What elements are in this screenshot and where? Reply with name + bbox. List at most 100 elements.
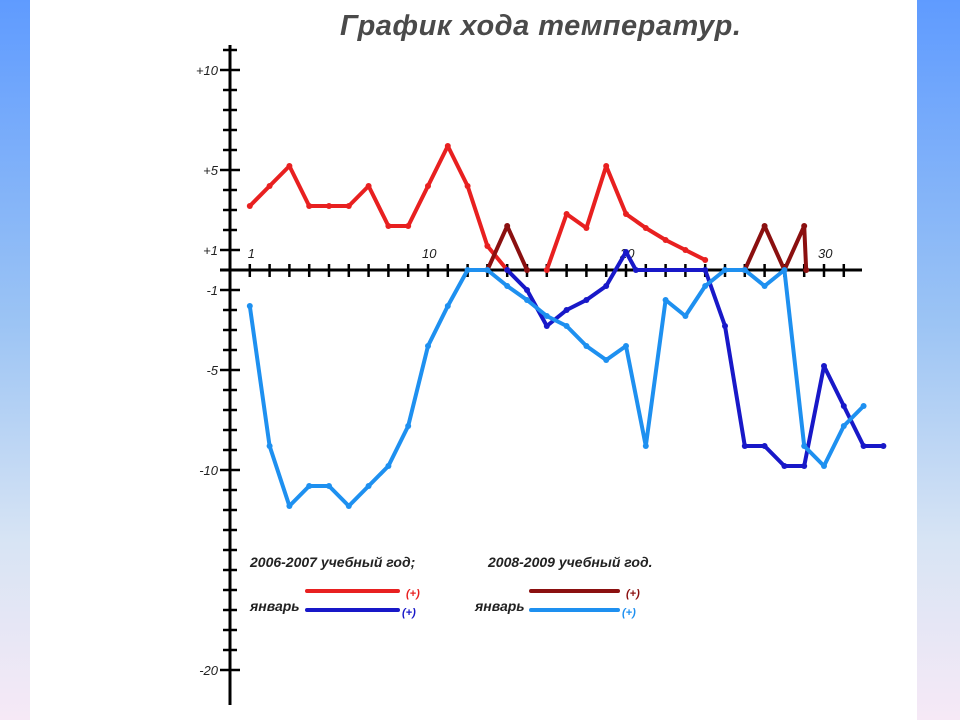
data-point-s0607_neg <box>702 267 709 273</box>
data-point-s0809_neg <box>345 503 352 509</box>
data-point-s0607_pos <box>444 143 451 149</box>
data-point-s0607_pos_b <box>563 211 570 217</box>
data-point-s0809_neg <box>365 483 372 489</box>
series-line-s0809_pos_b <box>742 224 809 272</box>
data-point-s0809_neg <box>405 423 412 429</box>
y-tick-label: -5 <box>206 363 218 378</box>
y-tick-label: -10 <box>199 463 219 478</box>
data-point-s0607_pos <box>266 183 273 189</box>
data-point-s0607_neg <box>840 403 847 409</box>
data-point-s0809_neg <box>583 343 590 349</box>
data-point-s0809_neg <box>662 297 669 303</box>
legend-sign: (+) <box>402 607 416 619</box>
y-tick-label: -20 <box>199 663 219 678</box>
data-point-s0607_neg <box>603 283 610 289</box>
data-point-s0809_neg <box>761 283 768 289</box>
data-point-s0607_pos_b <box>662 237 669 243</box>
legend-label-january: январь <box>249 598 300 614</box>
data-point-s0607_pos_b <box>682 247 689 253</box>
data-point-s0607_neg <box>504 267 511 273</box>
data-point-s0809_neg <box>801 443 808 449</box>
data-point-s0809_neg <box>563 323 570 329</box>
data-point-s0809_neg <box>682 313 689 319</box>
data-point-s0809_neg <box>603 357 610 363</box>
data-point-s0809_neg <box>286 503 293 509</box>
data-point-s0607_neg <box>632 267 639 273</box>
data-point-s0607_pos <box>306 203 313 209</box>
data-point-s0809_neg <box>543 313 550 319</box>
data-point-s0809_neg <box>781 267 788 273</box>
data-point-s0809_neg <box>306 483 313 489</box>
data-point-s0809_neg <box>425 343 431 349</box>
series-lines <box>246 143 887 509</box>
legend: 2006-2007 учебный год; январь (+) (+) 2008-2… <box>249 554 653 619</box>
series-line-s0809_neg <box>247 268 866 508</box>
legend-sign: (+) <box>622 607 636 619</box>
legend-sign: (+) <box>406 588 420 600</box>
y-tick-label: +1 <box>203 243 218 258</box>
data-point-s0607_pos <box>286 163 293 169</box>
series-line-s0607_pos <box>247 144 510 272</box>
series-line-s0607_neg <box>505 250 886 468</box>
data-point-s0607_neg <box>543 323 550 329</box>
data-point-s0607_pos_b <box>583 225 590 231</box>
data-point-s0607_pos <box>365 183 372 189</box>
data-point-s0809_neg <box>524 297 530 303</box>
data-point-s0809_neg <box>444 303 451 309</box>
data-point-s0809_neg <box>266 443 273 449</box>
data-point-s0607_neg <box>623 249 629 255</box>
data-point-s0809_neg <box>860 403 867 409</box>
data-point-s0809_neg <box>840 423 847 429</box>
data-point-s0809_neg <box>741 267 748 273</box>
data-point-s0607_pos_b <box>642 225 649 231</box>
data-point-s0607_pos_b <box>543 267 550 273</box>
data-point-s0607_pos <box>345 203 352 209</box>
data-point-s0809_neg <box>623 343 629 349</box>
y-tick-label: -1 <box>206 283 218 298</box>
data-point-s0809_pos_a <box>504 223 511 229</box>
data-point-s0809_neg <box>326 483 332 489</box>
data-point-s0809_pos_b <box>801 223 808 229</box>
data-point-s0809_neg <box>642 443 649 449</box>
legend-heading: 2006-2007 учебный год; <box>249 554 415 570</box>
legend-label-january: январь <box>474 598 525 614</box>
y-tick-label: +5 <box>203 163 219 178</box>
data-point-s0607_pos <box>326 203 332 209</box>
data-point-s0809_neg <box>504 283 511 289</box>
data-point-s0809_neg <box>821 463 827 469</box>
chart-title: График хода температур. <box>340 10 742 42</box>
series-line-s0809_pos_a <box>485 224 529 272</box>
data-point-s0607_neg <box>563 307 570 313</box>
data-point-s0607_pos <box>246 203 253 209</box>
slide-panel <box>30 0 917 720</box>
data-point-s0607_neg <box>880 443 887 449</box>
data-point-s0809_neg <box>246 303 253 309</box>
data-point-s0607_neg <box>801 463 808 469</box>
data-point-s0607_pos_b <box>702 257 709 263</box>
legend-heading: 2008-2009 учебный год. <box>487 554 653 570</box>
data-point-s0607_neg <box>524 287 530 293</box>
data-point-s0607_neg <box>781 463 788 469</box>
data-point-s0607_pos <box>464 183 471 189</box>
data-point-s0607_neg <box>722 323 728 329</box>
data-point-s0809_neg <box>385 463 392 469</box>
data-point-s0607_pos <box>425 183 431 189</box>
data-point-s0809_pos_a <box>524 267 530 273</box>
data-point-s0809_neg <box>722 267 728 273</box>
data-point-s0809_neg <box>464 267 471 273</box>
data-point-s0607_neg <box>761 443 768 449</box>
data-point-s0607_pos_b <box>623 211 629 217</box>
data-point-s0607_neg <box>860 443 867 449</box>
data-point-s0607_pos_b <box>603 163 610 169</box>
data-point-s0809_pos_b <box>761 223 768 229</box>
data-point-s0607_pos <box>405 223 412 229</box>
y-tick-label: +10 <box>196 63 219 78</box>
data-point-s0607_neg <box>821 363 827 369</box>
x-tick-label: 10 <box>422 246 437 261</box>
data-point-s0809_pos_b <box>803 267 810 273</box>
data-point-s0809_neg <box>484 267 491 273</box>
x-tick-label: 30 <box>818 246 833 261</box>
data-point-s0607_pos <box>484 243 491 249</box>
data-point-s0607_neg <box>741 443 748 449</box>
